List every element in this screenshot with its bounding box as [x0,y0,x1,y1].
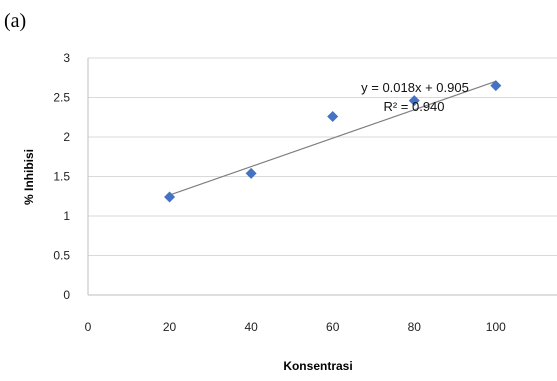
x-axis-title: Konsentrasi [283,359,352,373]
x-tick-label: 20 [163,320,177,334]
y-tick-label: 1.5 [53,170,70,184]
y-tick-label: 1 [63,209,70,223]
data-point [408,95,420,107]
y-tick-labels: 0 0.5 1 1.5 2 2.5 3 [53,51,70,302]
grid-lines [88,57,557,256]
y-tick-label: 2 [63,130,70,144]
y-tick-label: 0.5 [53,249,70,263]
trendline-r-squared: R² = 0.940 [383,99,444,114]
x-tick-label: 60 [326,320,340,334]
data-point [327,110,339,122]
x-tick-label: 80 [408,320,422,334]
trendline-group [169,80,497,196]
data-points [164,80,502,203]
y-tick-label: 3 [63,51,70,65]
y-tick-label: 0 [63,288,70,302]
data-point [164,191,176,203]
x-tick-label: 100 [486,320,506,334]
y-tick-label: 2.5 [53,91,70,105]
x-tick-labels: 0 20 40 60 80 100 [85,320,507,334]
y-axis-title: % Inhibisi [22,149,36,205]
data-point [245,167,257,179]
x-tick-label: 0 [85,320,92,334]
panel-label: (a) [4,10,26,32]
axes [87,58,557,296]
trendline-equation: y = 0.018x + 0.905 [361,80,469,95]
x-tick-label: 40 [244,320,258,334]
data-point [490,80,502,92]
trendline [169,80,497,196]
